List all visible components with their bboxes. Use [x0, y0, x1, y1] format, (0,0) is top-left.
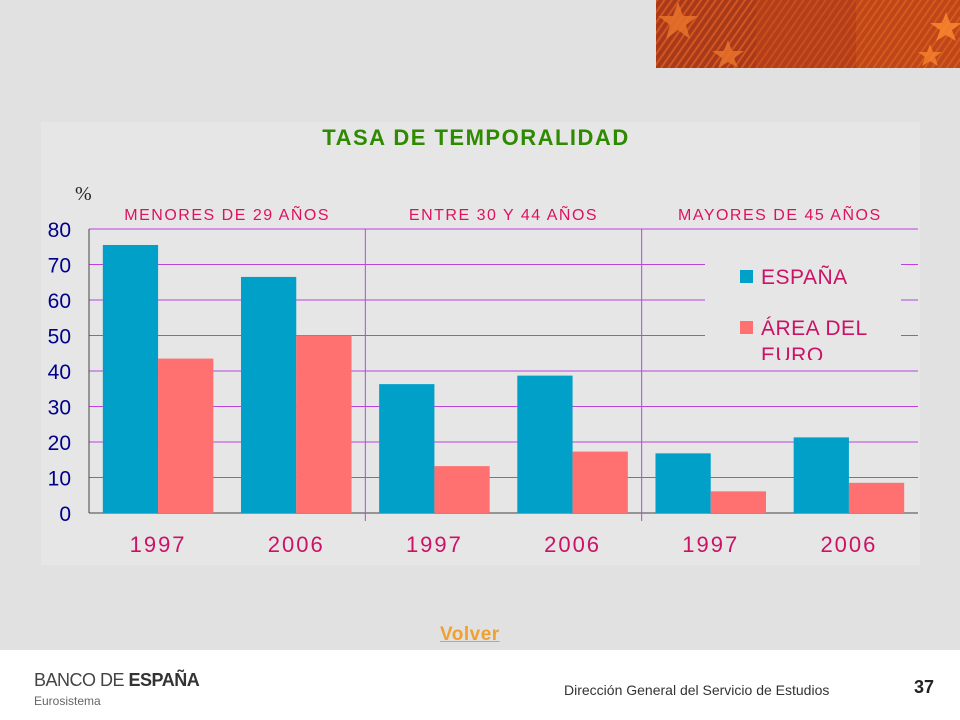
bar-area-del-euro [434, 466, 490, 513]
bar-espana [655, 453, 711, 513]
legend-background [705, 254, 901, 360]
y-tick-label: 20 [48, 432, 71, 455]
x-category-label: 2006 [268, 532, 325, 557]
y-tick-label: 40 [48, 361, 71, 384]
x-category-label: 1997 [406, 532, 463, 557]
bar-espana [793, 437, 849, 513]
bar-area-del-euro [710, 491, 767, 513]
bar-area-del-euro [572, 451, 628, 513]
bar-espana [102, 244, 159, 513]
y-tick-label: 60 [48, 290, 71, 313]
y-axis-unit-label: % [75, 183, 92, 205]
logo-subtitle: Eurosistema [34, 694, 101, 708]
legend-label-espana: ESPAÑA [761, 265, 848, 289]
group-label: MAYORES DE 45 AÑOS [678, 204, 882, 224]
x-category-label: 2006 [820, 532, 877, 557]
volver-link[interactable]: Volver [440, 624, 500, 645]
bar-espana [240, 276, 297, 513]
y-tick-label: 0 [59, 503, 71, 526]
group-label: ENTRE 30 Y 44 AÑOS [409, 204, 598, 224]
bar-area-del-euro [296, 335, 352, 513]
bar-area-del-euro [158, 358, 214, 513]
legend-swatch-area-del-euro [740, 321, 753, 334]
y-tick-label: 10 [48, 468, 71, 491]
bar-area-del-euro [848, 482, 905, 513]
chart-panel: 0 10 20 30 40 50 60 70 80 1997 2006 1997 2006 1997 200… [41, 122, 920, 565]
y-tick-label: 50 [48, 326, 71, 349]
footer-department-text: Dirección General del Servicio de Estudi… [564, 682, 830, 698]
legend-label-area-del-euro: ÁREA DEL EURO [761, 317, 868, 367]
y-tick-label: 70 [48, 255, 71, 278]
slide: 0 10 20 30 40 50 60 70 80 1997 2006 1997 2006 1997 200… [41, 0, 960, 645]
legend: ESPAÑA ÁREA DEL EURO [705, 254, 901, 367]
group-label: MENORES DE 29 AÑOS [124, 204, 330, 224]
bar-espana [517, 375, 573, 513]
x-category-label: 1997 [682, 532, 739, 557]
eu-stars-banner-image [656, 0, 960, 68]
page-number: 37 [914, 677, 935, 697]
y-tick-label: 30 [48, 397, 71, 420]
logo-wordmark: BANCO DE ESPAÑA [34, 670, 200, 690]
legend-swatch-espana [740, 270, 753, 283]
chart-title: TASA DE TEMPORALIDAD [322, 125, 629, 150]
x-category-label: 2006 [544, 532, 601, 557]
y-tick-label: 80 [48, 219, 71, 242]
x-category-label: 1997 [130, 532, 187, 557]
banco-de-espana-logo: BANCO DE ESPAÑA Eurosistema [34, 670, 204, 710]
legend-items: ESPAÑA ÁREA DEL EURO [740, 265, 868, 367]
bar-chart: 0 10 20 30 40 50 60 70 80 1997 2006 1997 2006 1997 200… [48, 125, 918, 557]
bar-espana [379, 384, 435, 513]
footer [0, 650, 960, 720]
